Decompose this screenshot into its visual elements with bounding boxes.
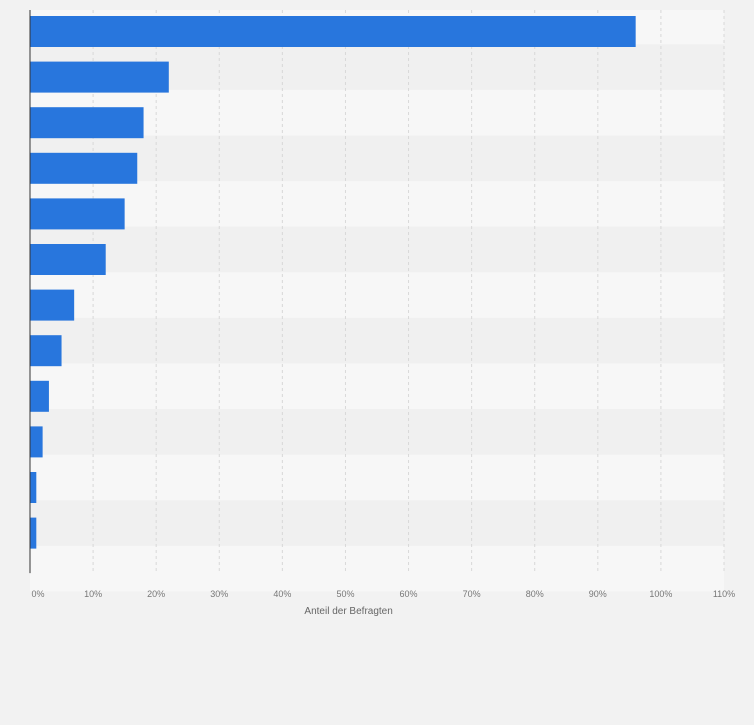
- bar: [30, 107, 144, 139]
- bar: [30, 16, 636, 47]
- row-band: [30, 89, 724, 136]
- row-band: [30, 409, 724, 455]
- x-tick-label: 10%: [84, 589, 102, 599]
- bar: [30, 152, 138, 184]
- x-tick-label: 70%: [463, 589, 481, 599]
- row-band: [30, 363, 724, 410]
- row-band: [30, 454, 724, 501]
- x-tick-label: 80%: [526, 589, 544, 599]
- bar: [30, 335, 62, 367]
- row-bands: [30, 10, 724, 592]
- x-tick-label: 0%: [31, 589, 44, 599]
- x-tick-label: 50%: [336, 589, 354, 599]
- bar: [30, 244, 106, 275]
- x-tick-label: 40%: [273, 589, 291, 599]
- row-band: [30, 226, 724, 273]
- bar: [30, 198, 125, 230]
- row-band: [30, 135, 724, 182]
- bar: [30, 517, 37, 549]
- x-axis-ticks: 0% 10% 20% 30% 40% 50% 60% 70% 80% 90% 100% 110%: [31, 589, 735, 599]
- row-band: [30, 545, 724, 592]
- bar: [30, 289, 75, 321]
- row-band: [30, 272, 724, 318]
- x-tick-label: 110%: [713, 589, 735, 599]
- row-band: [30, 500, 724, 546]
- x-axis-title: Anteil der Befragten: [304, 606, 392, 617]
- bar: [30, 380, 49, 412]
- row-band: [30, 317, 724, 364]
- x-tick-label: 90%: [589, 589, 607, 599]
- bars: [30, 16, 636, 549]
- x-tick-label: 60%: [400, 589, 418, 599]
- bar: [30, 472, 37, 503]
- x-tick-label: 100%: [649, 589, 672, 599]
- bar: [30, 426, 43, 458]
- bar: [30, 61, 169, 93]
- x-tick-label: 30%: [210, 589, 228, 599]
- x-tick-label: 20%: [147, 589, 165, 599]
- row-band: [30, 181, 724, 227]
